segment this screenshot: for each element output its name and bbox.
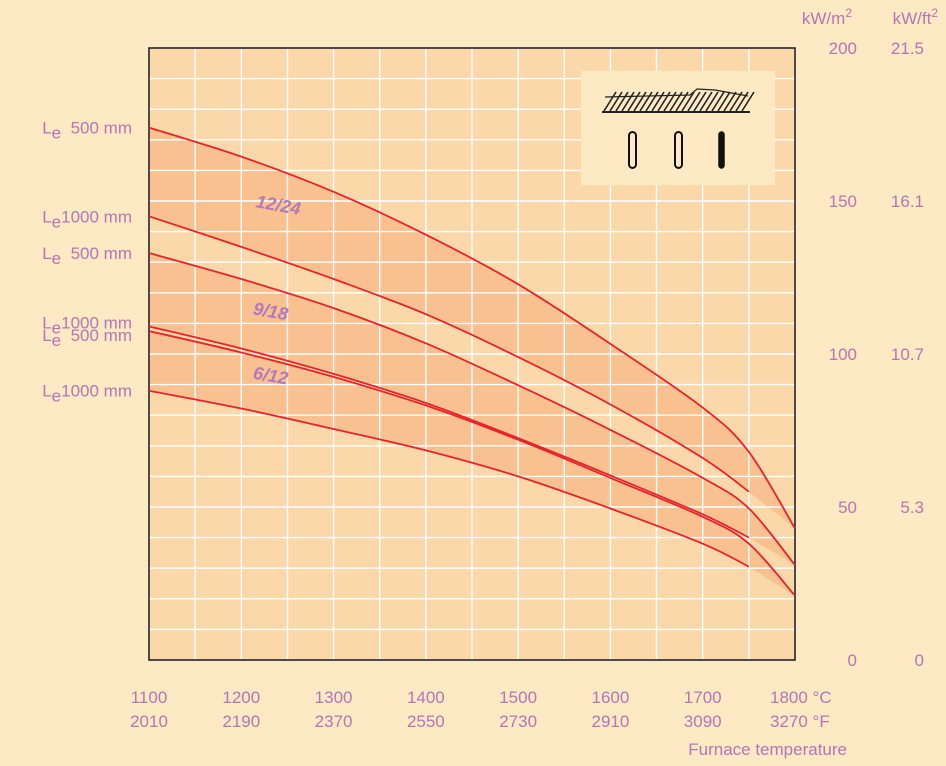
y-tick-label-si: 200 xyxy=(829,39,857,58)
y-tick-label-si: 100 xyxy=(829,345,857,364)
x-tick-label-celsius: 1300 xyxy=(315,688,353,707)
x-tick-label-fahrenheit: 3090 xyxy=(684,712,722,731)
y-tick-label-imperial: 0 xyxy=(915,651,924,670)
series-label: Le 500 mm xyxy=(42,326,132,350)
wall-hatch-icon xyxy=(602,88,755,113)
series-label: Le 500 mm xyxy=(42,119,132,143)
series-line xyxy=(148,126,796,529)
tube-icon xyxy=(628,131,637,169)
series-line xyxy=(148,215,750,493)
x-tick-label-celsius: 1800 °C xyxy=(770,688,832,707)
y-tick-label-imperial: 16.1 xyxy=(891,192,924,211)
inset-diagram xyxy=(581,71,775,185)
series-label: Le1000 mm xyxy=(42,313,132,337)
band-labels: 12/249/186/12 xyxy=(252,191,303,388)
band-fill xyxy=(149,331,795,596)
x-tick-label-fahrenheit: 2010 xyxy=(130,712,168,731)
x-tick-label-celsius: 1600 xyxy=(592,688,630,707)
x-axis-title: Furnace temperature xyxy=(688,740,847,759)
x-tick-label-celsius: 1400 xyxy=(407,688,445,707)
y-unit-si: kW/m2 xyxy=(802,6,852,28)
series-line xyxy=(148,389,750,568)
y-tick-label-si: 150 xyxy=(829,192,857,211)
series-label: Le1000 mm xyxy=(42,382,132,406)
x-tick-label-fahrenheit: 2550 xyxy=(407,712,445,731)
y-axis-ticks: 200 21.5 150 16.1 100 10.7 50 5.3 0 0 xyxy=(829,39,924,670)
y-tick-label-imperial: 10.7 xyxy=(891,345,924,364)
plot-frame xyxy=(148,47,796,661)
x-tick-label-fahrenheit: 2190 xyxy=(222,712,260,731)
x-tick-label-celsius: 1500 xyxy=(499,688,537,707)
tube-icon xyxy=(674,131,683,169)
x-axis-ticks: 1100 2010 1200 2190 1300 2370 1400 2550 1500 2730… xyxy=(130,688,832,731)
x-tick-label-fahrenheit: 2910 xyxy=(592,712,630,731)
series-line xyxy=(148,330,796,597)
curves xyxy=(148,126,796,597)
series-line xyxy=(148,325,750,539)
y-unit-imperial: kW/ft2 xyxy=(893,6,939,28)
y-tick-label-si: 50 xyxy=(838,498,857,517)
series-line xyxy=(148,252,796,566)
y-tick-label-imperial: 5.3 xyxy=(900,498,924,517)
x-tick-label-celsius: 1200 xyxy=(222,688,260,707)
x-tick-label-celsius: 1700 xyxy=(684,688,722,707)
series-label: Le 500 mm xyxy=(42,244,132,268)
x-tick-label-fahrenheit: 2370 xyxy=(315,712,353,731)
x-tick-label-celsius: 1100 xyxy=(131,688,168,707)
tube-icon xyxy=(718,131,725,169)
x-tick-label-fahrenheit: 2730 xyxy=(499,712,537,731)
y-tick-label-si: 0 xyxy=(848,651,857,670)
series-label: Le1000 mm xyxy=(42,207,132,231)
x-tick-label-fahrenheit: 3270 °F xyxy=(770,712,830,731)
y-tick-label-imperial: 21.5 xyxy=(891,39,924,58)
